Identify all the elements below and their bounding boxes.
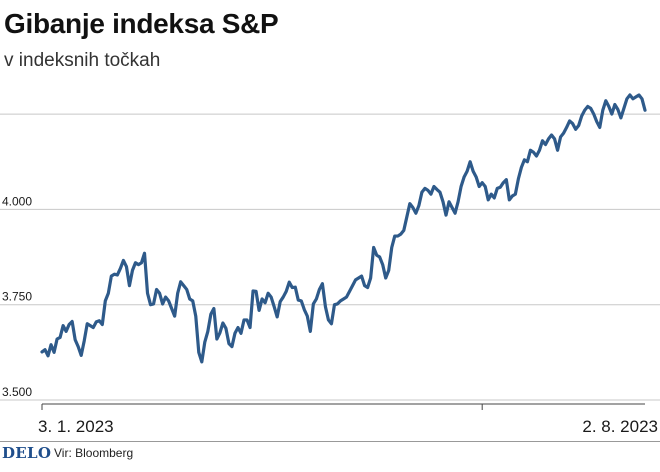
brand-logo: DELO	[2, 444, 52, 462]
y-tick-label: 3.500	[2, 385, 32, 399]
x-axis: 3. 1. 2023 2. 8. 2023	[38, 403, 658, 436]
y-tick-label: 4.000	[2, 194, 32, 208]
grid-lines	[0, 113, 660, 401]
footer-divider	[0, 441, 660, 442]
line-chart: 3.500 3.750 4.000 3. 1. 2023 2. 8. 2023	[0, 93, 660, 436]
chart-title: Gibanje indeksa S&P	[4, 8, 279, 39]
chart-subtitle: v indeksnih točkah	[4, 50, 161, 71]
y-axis: 3.500 3.750 4.000	[2, 194, 32, 399]
y-tick-label: 3.750	[2, 290, 32, 304]
x-tick-label: 2. 8. 2023	[582, 417, 658, 436]
source-note: Vir: Bloomberg	[54, 446, 134, 460]
x-tick-label: 3. 1. 2023	[38, 417, 114, 436]
series-line	[40, 93, 647, 364]
series-layer	[40, 93, 647, 364]
